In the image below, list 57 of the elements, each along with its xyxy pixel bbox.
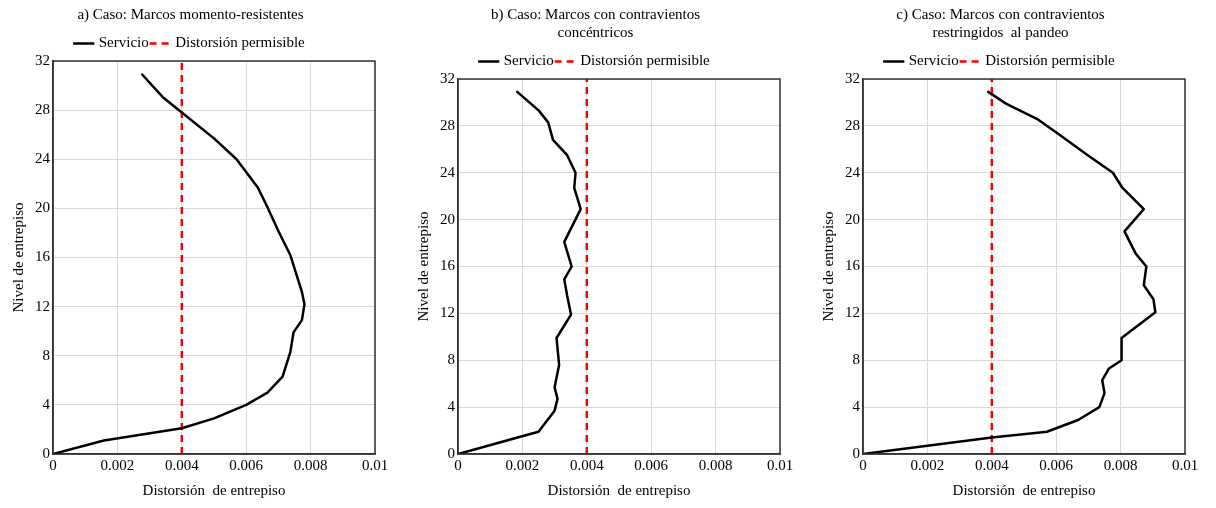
x-tick-label: 0.01 — [1171, 456, 1199, 473]
y-tick-label: 24 — [845, 163, 861, 180]
legend-label: Servicio — [503, 52, 554, 69]
y-tick-label: 32 — [440, 69, 455, 86]
x-tick-label: 0.004 — [164, 456, 200, 473]
legend-label: Servicio — [98, 34, 149, 51]
y-tick-label: 28 — [35, 101, 50, 118]
y-tick-label: 16 — [845, 257, 861, 274]
y-tick-label: 16 — [440, 257, 456, 274]
x-tick-label: 0.004 — [974, 456, 1010, 473]
y-tick-label: 12 — [440, 304, 455, 321]
y-tick-label: 28 — [845, 116, 860, 133]
y-axis-title: Nivel de entrepiso — [819, 211, 836, 322]
y-tick-label: 12 — [845, 304, 860, 321]
y-tick-label: 0 — [42, 444, 50, 461]
y-tick-label: 4 — [852, 398, 861, 415]
y-tick-label: 24 — [35, 150, 51, 167]
y-tick-label: 16 — [35, 248, 51, 265]
y-tick-label: 20 — [845, 210, 860, 227]
x-axis-title: Distorsión de entrepiso — [547, 481, 691, 498]
x-tick-label: 0.006 — [1039, 456, 1074, 473]
y-tick-label: 32 — [35, 51, 50, 68]
x-tick-label: 0.006 — [634, 456, 669, 473]
y-tick-label: 24 — [440, 163, 456, 180]
y-tick-label: 4 — [42, 395, 51, 412]
x-tick-label: 0.002 — [100, 456, 135, 473]
x-tick-label: 0.002 — [505, 456, 540, 473]
legend-label: Distorsión permisible — [580, 52, 711, 69]
x-axis-title: Distorsión de entrepiso — [952, 481, 1096, 498]
y-tick-label: 28 — [440, 116, 455, 133]
y-axis-title: Nivel de entrepiso — [9, 202, 26, 313]
chart-title: b) Caso: Marcos con contravientos concéntricos — [490, 5, 701, 40]
y-tick-label: 8 — [852, 351, 860, 368]
chart-title: a) Caso: Marcos momento-resistentes — [77, 5, 304, 23]
y-tick-label: 32 — [845, 69, 860, 86]
x-tick-label: 0.006 — [229, 456, 264, 473]
y-tick-label: 0 — [852, 444, 860, 461]
x-tick-label: 0.008 — [698, 456, 733, 473]
y-tick-label: 12 — [35, 297, 50, 314]
x-tick-label: 0.008 — [293, 456, 328, 473]
legend-label: Distorsión permisible — [985, 52, 1116, 69]
legend-label: Distorsión permisible — [175, 34, 306, 51]
y-axis-title: Nivel de entrepiso — [414, 211, 431, 322]
x-tick-label: 0.01 — [766, 456, 794, 473]
x-tick-label: 0.002 — [910, 456, 945, 473]
y-tick-label: 8 — [42, 346, 50, 363]
legend-label: Servicio — [908, 52, 959, 69]
x-axis-title: Distorsión de entrepiso — [142, 481, 286, 498]
y-tick-label: 8 — [447, 351, 455, 368]
y-tick-label: 20 — [35, 199, 50, 216]
x-tick-label: 0.004 — [569, 456, 605, 473]
x-tick-label: 0.008 — [1103, 456, 1138, 473]
y-tick-label: 0 — [447, 444, 455, 461]
y-tick-label: 4 — [447, 398, 456, 415]
chart-title: c) Caso: Marcos con contravientos restringidos al pandeo — [896, 5, 1105, 40]
y-tick-label: 20 — [440, 210, 455, 227]
x-tick-label: 0.01 — [361, 456, 389, 473]
